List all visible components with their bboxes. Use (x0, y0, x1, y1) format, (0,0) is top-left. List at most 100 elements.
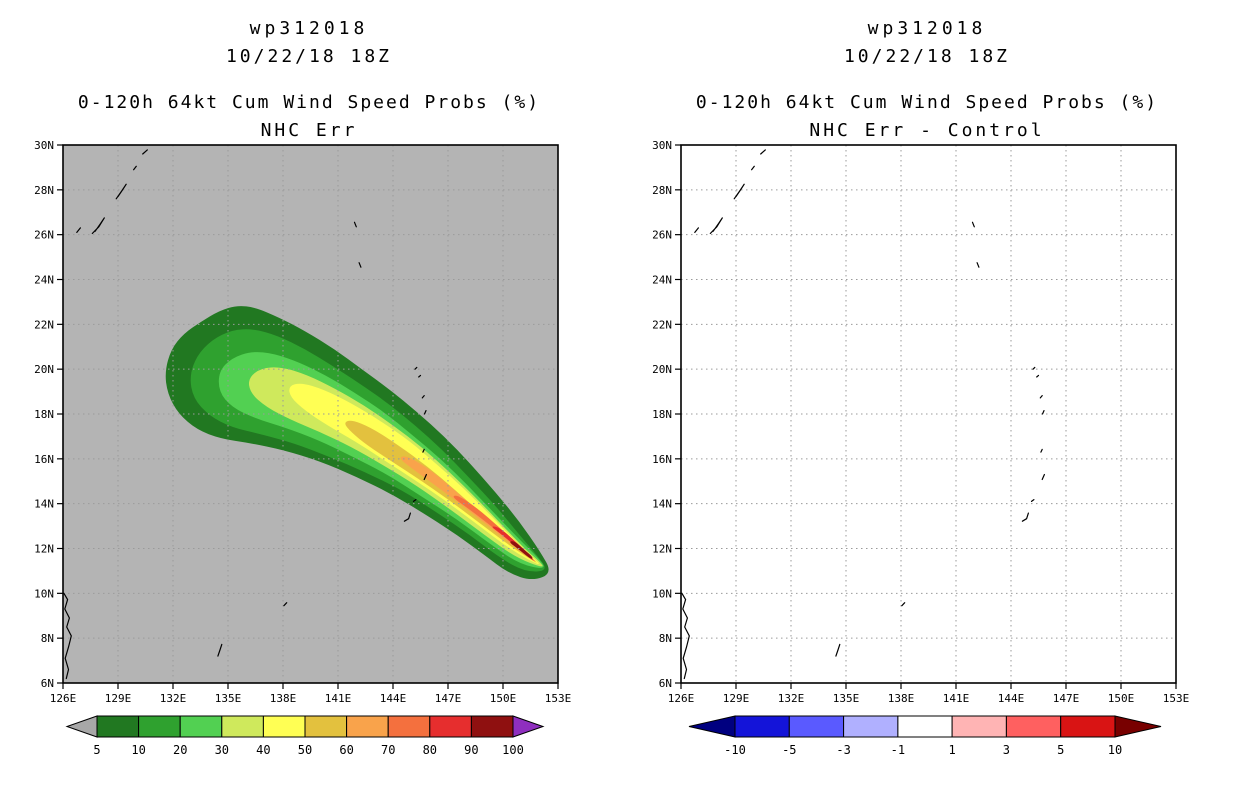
axis-ticks: 6N 8N 10N 12N 14N 16N 18N 20N 22N 24N 26N 28N 30N 126… (652, 139, 1189, 705)
init-time: 10/22/18 18Z (843, 46, 1011, 67)
coastline-segment (133, 165, 137, 171)
lat-tick-label: 18N (34, 408, 54, 421)
coastline-segment (358, 262, 362, 268)
colorbar-box (1005, 715, 1062, 738)
coastline-segment (1030, 499, 1035, 502)
coastline-segment (412, 499, 417, 502)
lon-tick-label: 126E (668, 692, 695, 705)
lon-tick-label: 147E (435, 692, 462, 705)
coastline-segment (1032, 366, 1036, 370)
colorbar: -10 -5 -3 -1 1 3 5 10 (688, 715, 1162, 757)
coastline-segment (423, 410, 427, 415)
contour-band-60 (400, 456, 535, 562)
lat-tick-label: 16N (652, 453, 672, 466)
contour-band-90 (510, 541, 533, 559)
coastlines (63, 149, 427, 680)
lon-tick-label: 150E (490, 692, 517, 705)
plot-subtitle: NHC Err - Control (809, 120, 1045, 141)
coastline-segment (76, 227, 81, 233)
lat-tick-label: 6N (41, 677, 54, 690)
colorbar-label: 1 (948, 743, 955, 757)
lon-tick-label: 135E (215, 692, 242, 705)
lat-tick-label: 20N (34, 363, 54, 376)
colorbar: 5 10 20 30 40 50 60 70 80 90 100 (65, 715, 545, 757)
coastline-segment (217, 643, 223, 657)
colorbar-label: 100 (502, 743, 524, 757)
colorbar-box (897, 715, 953, 738)
colorbar-box (346, 715, 389, 738)
coastline-segment (709, 217, 723, 235)
colorbar-box (1060, 715, 1116, 738)
coastline-segment (976, 262, 980, 268)
colorbar-label: 3 (1003, 743, 1010, 757)
coastline-segment (142, 149, 148, 155)
lon-tick-label: 141E (943, 692, 970, 705)
lat-tick-label: 28N (34, 184, 54, 197)
colorbar-label: 80 (423, 743, 437, 757)
colorbar-box (470, 715, 514, 738)
lat-tick-label: 18N (652, 408, 672, 421)
colorbar-label: 70 (381, 743, 395, 757)
coastline-segment (751, 165, 755, 171)
lon-tick-label: 129E (105, 692, 132, 705)
lat-tick-label: 6N (659, 677, 672, 690)
coastline-segment (403, 512, 411, 522)
coastline-segment (414, 366, 418, 370)
init-time: 10/22/18 18Z (225, 46, 393, 67)
lon-tick-label: 138E (270, 692, 297, 705)
colorbar-right-arrow (1114, 715, 1162, 738)
coastline-segment (283, 602, 288, 607)
lon-tick-label: 126E (50, 692, 77, 705)
map-nhc-err-minus-control: 6N 8N 10N 12N 14N 16N 18N 20N 22N 24N 26N 28N 30N 126… (652, 139, 1189, 757)
coastline-segment (1041, 473, 1045, 481)
coastline-segment (91, 217, 105, 235)
map-background (681, 145, 1176, 683)
colorbar-box (221, 715, 264, 738)
panel-nhc-err-minus-control: wp312018 10/22/18 18Z 0-120h 64kt Cum Wi… (618, 0, 1236, 800)
coastline-segment (760, 149, 766, 155)
contour-bands (165, 306, 549, 580)
coastline-segment (971, 221, 975, 228)
colorbar-label: -5 (782, 743, 796, 757)
colorbar-left-arrow (688, 715, 736, 738)
colorbar-label: 60 (339, 743, 353, 757)
lat-tick-label: 22N (652, 318, 672, 331)
colorbar-label: 50 (298, 743, 312, 757)
lat-tick-label: 8N (659, 632, 672, 645)
coastline-segment (901, 602, 906, 607)
colorbar-box (304, 715, 348, 738)
colorbar-label: -1 (891, 743, 905, 757)
colorbar-right-arrow (512, 715, 545, 738)
coastline-segment (1021, 512, 1029, 522)
colorbar-box (734, 715, 790, 738)
lat-tick-label: 30N (34, 139, 54, 152)
colorbar-label: 10 (1108, 743, 1122, 757)
coastline-segment (63, 592, 72, 680)
storm-id: wp312018 (867, 18, 987, 39)
panel-nhc-err: wp312018 10/22/18 18Z 0-120h 64kt Cum Wi… (34, 18, 571, 757)
colorbar-label: -10 (724, 743, 746, 757)
lon-tick-label: 150E (1108, 692, 1135, 705)
colorbar-box (262, 715, 306, 738)
axis-ticks: 6N 8N 10N 12N 14N 16N 18N 20N 22N 24N 26N 28N 30N 126… (34, 139, 571, 705)
colorbar-label: 90 (464, 743, 478, 757)
lat-tick-label: 14N (652, 498, 672, 511)
colorbar-box (788, 715, 845, 738)
colorbar-box (96, 715, 140, 738)
coastline-segment (681, 592, 690, 680)
plot-subtitle: NHC Err (260, 120, 358, 141)
storm-id: wp312018 (249, 18, 369, 39)
coastline-segment (423, 473, 427, 481)
coastline-segment (1041, 410, 1045, 415)
lat-tick-label: 12N (652, 543, 672, 556)
lon-tick-label: 132E (160, 692, 187, 705)
map-nhc-err: 6N 8N 10N 12N 14N 16N 18N 20N 22N 24N 26N 28N 30N 126… (34, 139, 571, 757)
lon-tick-label: 153E (545, 692, 572, 705)
lat-tick-label: 12N (34, 543, 54, 556)
lat-tick-label: 26N (652, 229, 672, 242)
lat-tick-label: 14N (34, 498, 54, 511)
colorbar-label: 40 (256, 743, 270, 757)
colorbar-box (179, 715, 223, 738)
colorbar-label: 30 (215, 743, 229, 757)
